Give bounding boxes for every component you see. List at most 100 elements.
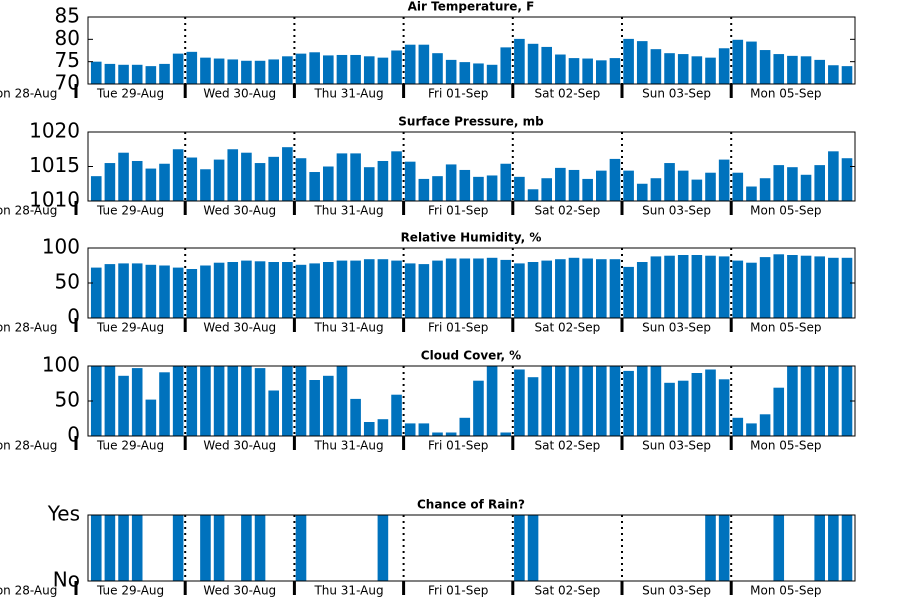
bar <box>186 269 198 318</box>
x-tick-label: Tue 29-Aug <box>96 584 164 598</box>
bar <box>404 44 416 84</box>
bar <box>254 163 266 201</box>
bar <box>486 257 498 318</box>
bar <box>227 59 239 84</box>
bar <box>473 176 484 201</box>
bar <box>254 261 266 318</box>
bar <box>241 152 252 201</box>
x-tick-label: Sun 03-Sep <box>642 439 711 453</box>
bar <box>705 255 716 318</box>
bar <box>746 186 757 201</box>
bar <box>145 168 157 201</box>
bar <box>282 366 293 436</box>
x-tick-label: Wed 30-Aug <box>203 584 276 598</box>
bar <box>377 160 389 201</box>
bar <box>159 372 170 436</box>
panel: Surface Pressure, mb 1010 1015 1020 Mon 28-A… <box>0 115 856 218</box>
bar <box>90 176 102 201</box>
bar <box>432 260 443 318</box>
x-tick-label: Sat 02-Sep <box>535 87 601 101</box>
bar <box>309 52 320 84</box>
bar <box>623 38 634 84</box>
bar <box>90 61 102 84</box>
bar <box>500 259 512 318</box>
bar <box>350 398 361 436</box>
bar <box>282 262 293 318</box>
bar <box>363 56 375 84</box>
bar <box>705 369 716 436</box>
bar <box>418 423 430 436</box>
bar <box>828 515 839 581</box>
bar <box>787 55 798 84</box>
bar <box>213 515 225 581</box>
bar <box>104 63 116 84</box>
bar <box>159 265 170 318</box>
bar <box>323 166 334 201</box>
bar <box>841 257 853 318</box>
bar <box>200 265 211 318</box>
bar <box>309 172 320 201</box>
bar <box>104 515 116 581</box>
bar <box>172 515 184 581</box>
bar <box>268 262 279 318</box>
bar <box>650 256 662 318</box>
bar <box>514 176 525 201</box>
bar <box>514 263 525 318</box>
bar <box>131 368 143 436</box>
bar <box>732 260 744 318</box>
bar <box>623 170 634 201</box>
y-tick-label: 100 <box>42 353 80 377</box>
bar <box>323 262 334 318</box>
bar <box>118 375 129 436</box>
bar <box>691 373 703 436</box>
x-tick-label: Wed 30-Aug <box>203 87 276 101</box>
bar <box>309 380 320 436</box>
bar <box>718 159 730 201</box>
x-tick-label: Mon 28-Aug <box>0 439 57 453</box>
bar <box>363 167 375 201</box>
bar <box>773 515 785 581</box>
bar <box>254 368 266 436</box>
bar <box>268 59 279 84</box>
axes-frame <box>87 514 856 582</box>
x-tick-label: Wed 30-Aug <box>203 204 276 218</box>
bar <box>377 259 389 318</box>
bar <box>118 515 129 581</box>
y-tick-label: 1015 <box>29 153 80 177</box>
bar <box>254 60 266 84</box>
panel-title: Relative Humidity, % <box>401 231 542 245</box>
bar <box>486 366 498 436</box>
bar <box>691 255 703 318</box>
bar <box>227 262 239 318</box>
bar <box>582 366 593 436</box>
bar <box>582 178 593 201</box>
bar <box>473 63 484 84</box>
bar <box>213 159 225 201</box>
bar <box>295 366 307 436</box>
bar <box>718 48 730 84</box>
x-tick-label: Mon 05-Sep <box>750 439 821 453</box>
bar <box>705 515 716 581</box>
bar <box>172 53 184 84</box>
bar <box>514 38 525 84</box>
bar <box>787 167 798 201</box>
bar <box>527 43 539 84</box>
x-tick-label: Sun 03-Sep <box>642 87 711 101</box>
bar <box>432 176 443 201</box>
bar <box>118 263 129 318</box>
x-tick-label: Mon 05-Sep <box>750 204 821 218</box>
bar <box>159 163 170 201</box>
bar <box>363 259 375 318</box>
bar <box>623 370 634 436</box>
panel: Relative Humidity, % 0 50 100 Mon 28-Aug Tue … <box>0 231 856 335</box>
bar <box>582 258 593 318</box>
bar <box>172 149 184 201</box>
panel-title: Surface Pressure, mb <box>398 115 544 129</box>
bar <box>500 163 512 201</box>
bar <box>514 369 525 436</box>
bar <box>213 58 225 84</box>
bar <box>828 151 839 201</box>
y-tick-label: 1010 <box>29 188 80 212</box>
x-tick-label: Wed 30-Aug <box>203 439 276 453</box>
bar <box>186 366 198 436</box>
